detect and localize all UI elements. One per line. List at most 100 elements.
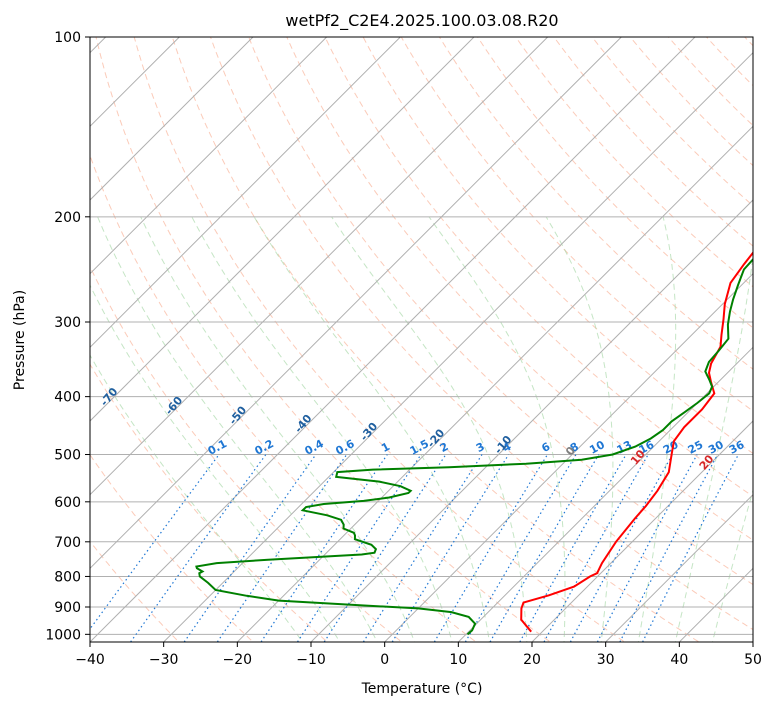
y-tick-label: 500	[54, 448, 81, 464]
isotherm-line	[90, 37, 549, 496]
dry-adiabat-line	[90, 453, 254, 642]
y-tick-label: 800	[54, 569, 81, 585]
isotherm-line	[90, 37, 401, 349]
isotherm-line	[531, 420, 753, 642]
moist-adiabat-line	[637, 216, 677, 642]
isotherm-line	[457, 346, 753, 642]
dry-adiabat-line	[667, 37, 753, 127]
mixing-ratio-line	[391, 454, 510, 642]
mixing-ratio-line	[569, 454, 673, 642]
y-tick-label: 400	[54, 390, 81, 406]
dry-adiabat-line	[770, 24, 775, 647]
moist-adiabat-line	[191, 216, 453, 642]
x-tick-label: 0	[380, 652, 389, 668]
isotherm-line	[310, 199, 753, 642]
mixing-ratio-line	[433, 454, 549, 642]
temperature-profile	[520, 251, 753, 633]
mixing-ratio-line	[642, 454, 739, 642]
x-axis: −40 −30 −20 −10 0 10 20 30 40 50	[75, 642, 762, 668]
isotherm-line	[384, 272, 753, 642]
moist-adiabat-line	[97, 216, 378, 642]
y-tick-label: 1000	[45, 627, 81, 643]
dry-adiabat-line	[90, 265, 403, 642]
dry-adiabat-line	[438, 37, 753, 370]
plot-area: 0.10.20.40.611.52346810131620253036-100-…	[90, 24, 775, 647]
mixing-ratio-line	[362, 454, 483, 642]
dry-adiabat-line	[324, 37, 753, 498]
y-tick-label: 100	[54, 30, 81, 46]
mixing-ratio-line	[90, 454, 220, 630]
y-tick-label: 300	[54, 315, 81, 331]
isotherm-line	[90, 37, 328, 275]
isotherm-line	[90, 37, 475, 422]
mixing-ratio-line	[130, 454, 267, 642]
mixing-ratio-label: 25	[686, 438, 706, 457]
adiabat-label: -70	[98, 385, 121, 409]
mixing-ratio-line	[489, 454, 600, 642]
dry-adiabat-line	[248, 37, 753, 586]
moist-adiabat-line	[140, 216, 416, 642]
isotherm-line	[163, 51, 753, 642]
x-tick-label: −20	[223, 652, 253, 668]
x-tick-label: −30	[149, 652, 179, 668]
mixing-ratio-label: 10	[587, 438, 607, 457]
dry-adiabat-line	[400, 37, 753, 412]
adiabat-label: 30	[765, 457, 775, 477]
dry-adiabat-line	[286, 37, 753, 541]
dry-adiabat-line	[362, 37, 753, 455]
dry-adiabat-line	[90, 363, 329, 642]
y-tick-label: 900	[54, 600, 81, 616]
dewpoint-profile	[195, 257, 753, 636]
y-axis: 100 200 300 400 500 600 700 800 900 1000	[45, 30, 90, 643]
x-tick-label: −10	[296, 652, 326, 668]
moist-adiabat-line	[253, 216, 490, 642]
moist-adiabat-line	[90, 284, 341, 642]
mixing-ratio-line	[260, 454, 388, 642]
dry-adiabat-line	[744, 37, 753, 47]
dry-adiabat-line	[209, 37, 753, 631]
dry-adiabat-line	[477, 37, 753, 329]
x-tick-label: 20	[523, 652, 541, 668]
x-axis-label: Temperature (°C)	[361, 681, 483, 697]
isotherm-line	[236, 125, 753, 642]
adiabat-label: -60	[163, 394, 186, 418]
dry-adiabat-line	[629, 37, 753, 167]
adiabat-label: -50	[226, 403, 249, 427]
dry-adiabat-line	[95, 37, 552, 642]
chart-title: wetPf2_C2E4.2025.100.03.08.R20	[285, 11, 558, 31]
moist-adiabat-line	[428, 216, 566, 642]
moist-adiabat-line	[674, 252, 753, 642]
mixing-ratio-line	[323, 454, 447, 642]
moist-adiabat-line	[545, 216, 614, 642]
x-tick-label: 50	[744, 652, 762, 668]
x-tick-label: 10	[449, 652, 467, 668]
mixing-ratio-label: 20	[661, 438, 681, 457]
isotherm-line	[605, 493, 753, 642]
x-tick-label: −40	[75, 652, 105, 668]
mixing-ratio-line	[183, 454, 317, 642]
dry-adiabat-line	[171, 37, 700, 642]
y-tick-label: 700	[54, 535, 81, 551]
mixing-ratio-label: 30	[706, 438, 726, 457]
mixing-ratio-label: 36	[727, 438, 747, 457]
isotherm-line	[752, 641, 753, 642]
y-tick-label: 200	[54, 210, 81, 226]
x-tick-label: 30	[597, 652, 615, 668]
moist-adiabat-line	[331, 216, 528, 642]
mixing-ratio-line	[296, 454, 422, 642]
moist-adiabat-line	[711, 488, 753, 642]
mixing-ratio-line	[216, 454, 348, 642]
isotherm-line	[90, 37, 696, 642]
dry-adiabat-line	[133, 37, 626, 642]
y-tick-label: 600	[54, 495, 81, 511]
x-tick-label: 40	[670, 652, 688, 668]
y-axis-label: Pressure (hPa)	[12, 290, 28, 390]
dry-adiabat-line	[591, 37, 753, 207]
dry-adiabat-line	[90, 154, 477, 642]
mixing-ratio-line	[519, 454, 627, 642]
dry-adiabat-line	[553, 37, 753, 247]
isotherm-line	[90, 37, 622, 570]
mixing-ratio-label: 6	[539, 440, 552, 455]
isotherm-line	[90, 37, 254, 201]
